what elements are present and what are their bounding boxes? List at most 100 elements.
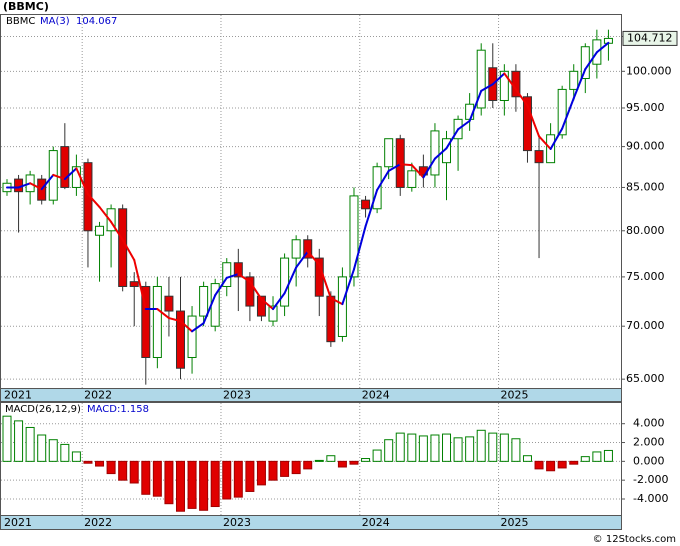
macd-bar — [488, 432, 498, 462]
ma-line — [503, 72, 517, 91]
macd-bar — [303, 460, 313, 470]
last-price-label: 104.712 — [627, 31, 673, 44]
ma-line — [549, 127, 564, 150]
macd-bar — [349, 460, 359, 465]
candle-body — [395, 138, 405, 188]
last-price-box — [622, 30, 678, 46]
candle-body — [129, 281, 139, 287]
candle-body — [569, 70, 579, 90]
ma-line — [399, 163, 413, 167]
x-tick-label: 2022 — [84, 389, 112, 402]
macd-bar — [499, 433, 509, 462]
y-tick-label: 65.000 — [626, 372, 665, 385]
candle-body — [361, 199, 371, 210]
ma-line — [318, 263, 332, 300]
ma-line — [538, 135, 552, 150]
macd-bar — [384, 439, 394, 462]
macd-bar — [233, 460, 243, 498]
ma-line — [202, 294, 217, 325]
ma-line — [491, 72, 506, 86]
candle-body — [60, 146, 70, 188]
macd-bar — [25, 426, 35, 462]
macd-bar — [511, 438, 521, 462]
macd-bar — [268, 460, 278, 481]
macd-bar — [372, 449, 382, 462]
ma-line — [167, 317, 182, 323]
legend-ma-value: 104.067 — [76, 16, 117, 27]
x-tick-label: 2025 — [501, 516, 529, 529]
ma-line — [191, 322, 205, 333]
ma-line — [98, 206, 113, 223]
macd-bar — [442, 433, 452, 462]
legend-ma: MA(3) — [40, 16, 70, 27]
y-tick-label: 2.000 — [633, 436, 665, 449]
y-tick-label: 0.000 — [633, 454, 665, 467]
ma-line — [121, 238, 136, 261]
x-tick-label: 2022 — [84, 516, 112, 529]
ma-line — [364, 188, 379, 228]
macd-bar — [95, 460, 105, 467]
macd-legend: MACD(26,12,9) — [5, 404, 81, 415]
ma-line — [480, 83, 494, 92]
macd-bar — [314, 459, 324, 462]
ma-line — [468, 89, 483, 122]
ma-line — [110, 220, 124, 241]
candle-body — [534, 150, 544, 164]
candle-body — [106, 208, 116, 232]
macd-bar — [141, 460, 151, 495]
ma-line — [29, 182, 43, 191]
candle-body — [187, 315, 197, 358]
x-axis-band — [0, 515, 622, 530]
candle-body — [256, 295, 266, 317]
macd-bar — [152, 460, 162, 497]
ma-line — [133, 258, 147, 311]
macd-bar — [245, 460, 255, 492]
ma-line — [179, 320, 194, 333]
y-tick-label: 85.000 — [626, 180, 665, 193]
macd-bar — [407, 433, 417, 462]
ma-line — [17, 182, 32, 189]
macd-bar — [164, 460, 174, 505]
chart-title: (BBMC) — [3, 0, 49, 13]
ma-line — [457, 119, 471, 131]
candle-body — [557, 88, 567, 136]
macd-bar — [175, 460, 185, 512]
ma-line — [248, 280, 263, 301]
ma-line — [376, 169, 390, 191]
candle-body — [291, 239, 301, 259]
candle-body — [326, 295, 336, 343]
candle-body — [118, 208, 128, 287]
x-tick-label: 2021 — [4, 516, 32, 529]
y-tick-label: 75.000 — [626, 270, 665, 283]
candle-body — [349, 195, 359, 278]
y-tick-label: 80.000 — [626, 224, 665, 237]
candle-body — [280, 257, 290, 307]
candle-body — [384, 138, 394, 168]
ma-line — [283, 266, 298, 295]
candle-body — [430, 130, 440, 176]
macd-bar — [557, 460, 567, 469]
macd-bar — [534, 460, 544, 470]
ma-line — [75, 167, 89, 196]
macd-bar — [418, 435, 428, 462]
candle-body — [522, 96, 532, 152]
y-tick-label: 90.000 — [626, 140, 665, 153]
macd-bar — [465, 436, 475, 462]
ma-line — [225, 273, 240, 279]
macd-bar — [37, 434, 47, 462]
ma-line — [445, 128, 460, 150]
x-tick-label: 2025 — [501, 389, 529, 402]
macd-bar — [210, 460, 220, 508]
macd-bar — [580, 456, 590, 462]
x-tick-label: 2024 — [362, 516, 390, 529]
y-tick-label: 95.000 — [626, 101, 665, 114]
candle-body — [175, 310, 185, 369]
x-tick-label: 2021 — [4, 389, 32, 402]
macd-bar — [476, 429, 486, 462]
macd-bar — [546, 460, 556, 472]
ma-line — [514, 88, 529, 107]
ma-line — [422, 157, 436, 179]
footer: © 12Stocks.com — [593, 534, 676, 545]
ma-line — [306, 250, 321, 266]
ma-line — [40, 173, 55, 191]
